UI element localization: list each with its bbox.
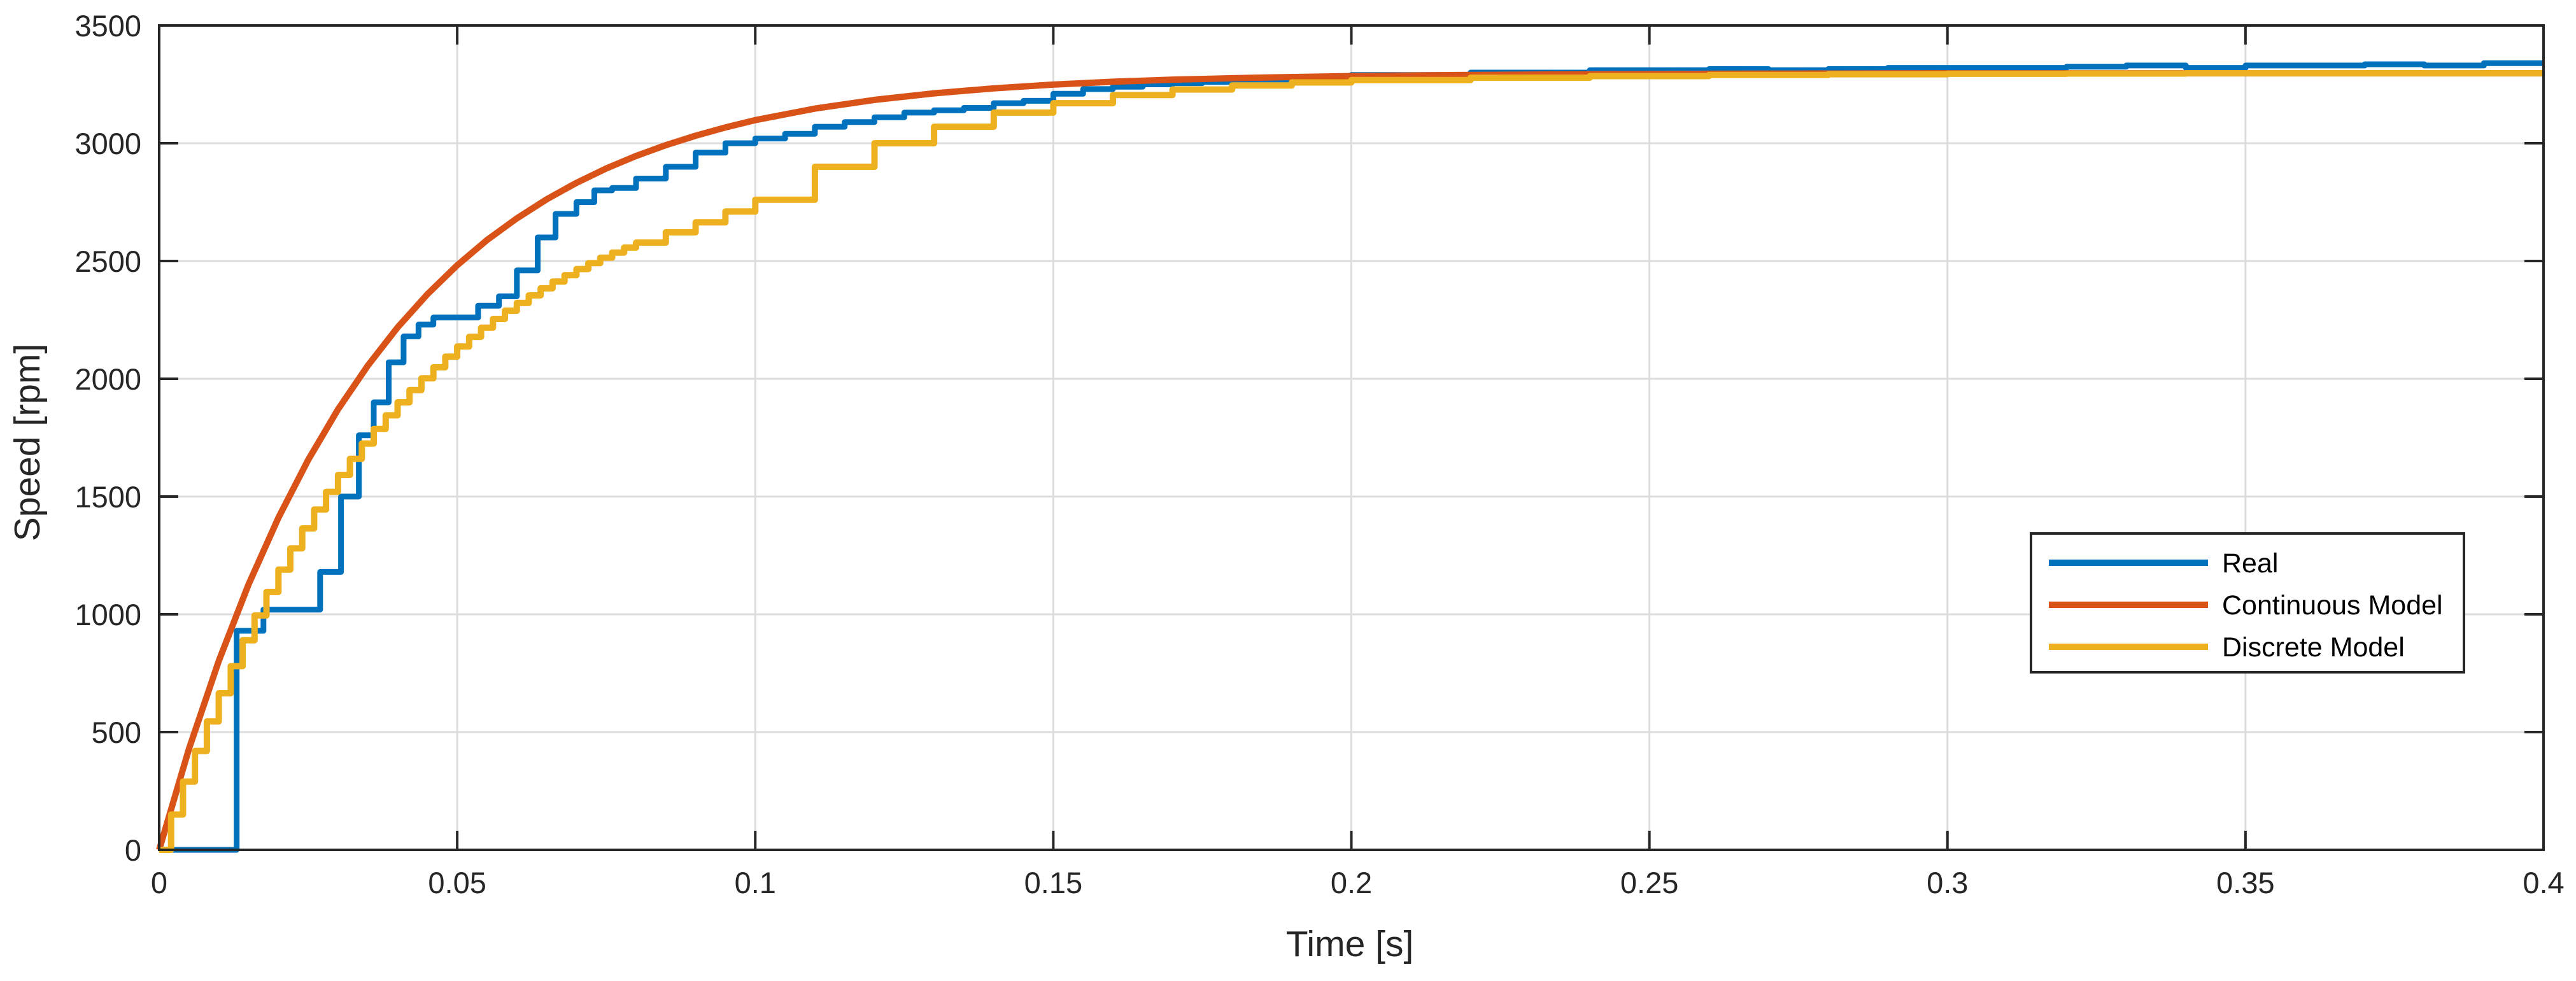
legend-label-continuous-model: Continuous Model — [2222, 590, 2443, 621]
y-tick-label: 1000 — [74, 598, 141, 632]
x-axis-ticks: 0 0.05 0.1 0.15 0.2 0.25 0.3 0.35 0.4 — [151, 25, 2565, 900]
y-tick-label: 500 — [92, 716, 141, 749]
y-tick-label: 0 — [125, 833, 141, 867]
series-layer — [156, 60, 2544, 853]
y-axis-ticks: 0 500 1000 1500 2000 2500 3000 3500 — [74, 9, 2544, 867]
y-tick-label: 2500 — [74, 244, 141, 278]
series-line-discrete-model — [159, 70, 2544, 853]
x-axis-title: Time [s] — [1286, 924, 1414, 964]
series-line-real — [159, 60, 2544, 853]
legend: Real Continuous Model Discrete Model — [2030, 532, 2465, 674]
x-tick-label: 0.15 — [1024, 866, 1082, 900]
y-tick-label: 3000 — [74, 127, 141, 160]
grid — [159, 25, 2544, 850]
x-tick-label: 0.4 — [2523, 866, 2564, 900]
x-tick-label: 0.05 — [428, 866, 486, 900]
x-tick-label: 0.3 — [1927, 866, 1968, 900]
legend-label-discrete-model: Discrete Model — [2222, 632, 2405, 663]
x-tick-label: 0.1 — [735, 866, 776, 900]
legend-label-real: Real — [2222, 548, 2278, 579]
y-tick-label: 2000 — [74, 362, 141, 396]
x-tick-label: 0.25 — [1620, 866, 1678, 900]
x-tick-label: 0.2 — [1331, 866, 1372, 900]
y-axis-title: Speed [rpm] — [7, 344, 48, 542]
x-tick-label: 0.35 — [2216, 866, 2274, 900]
y-tick-label: 3500 — [74, 9, 141, 43]
x-tick-label: 0 — [151, 866, 167, 900]
y-tick-label: 1500 — [74, 480, 141, 514]
